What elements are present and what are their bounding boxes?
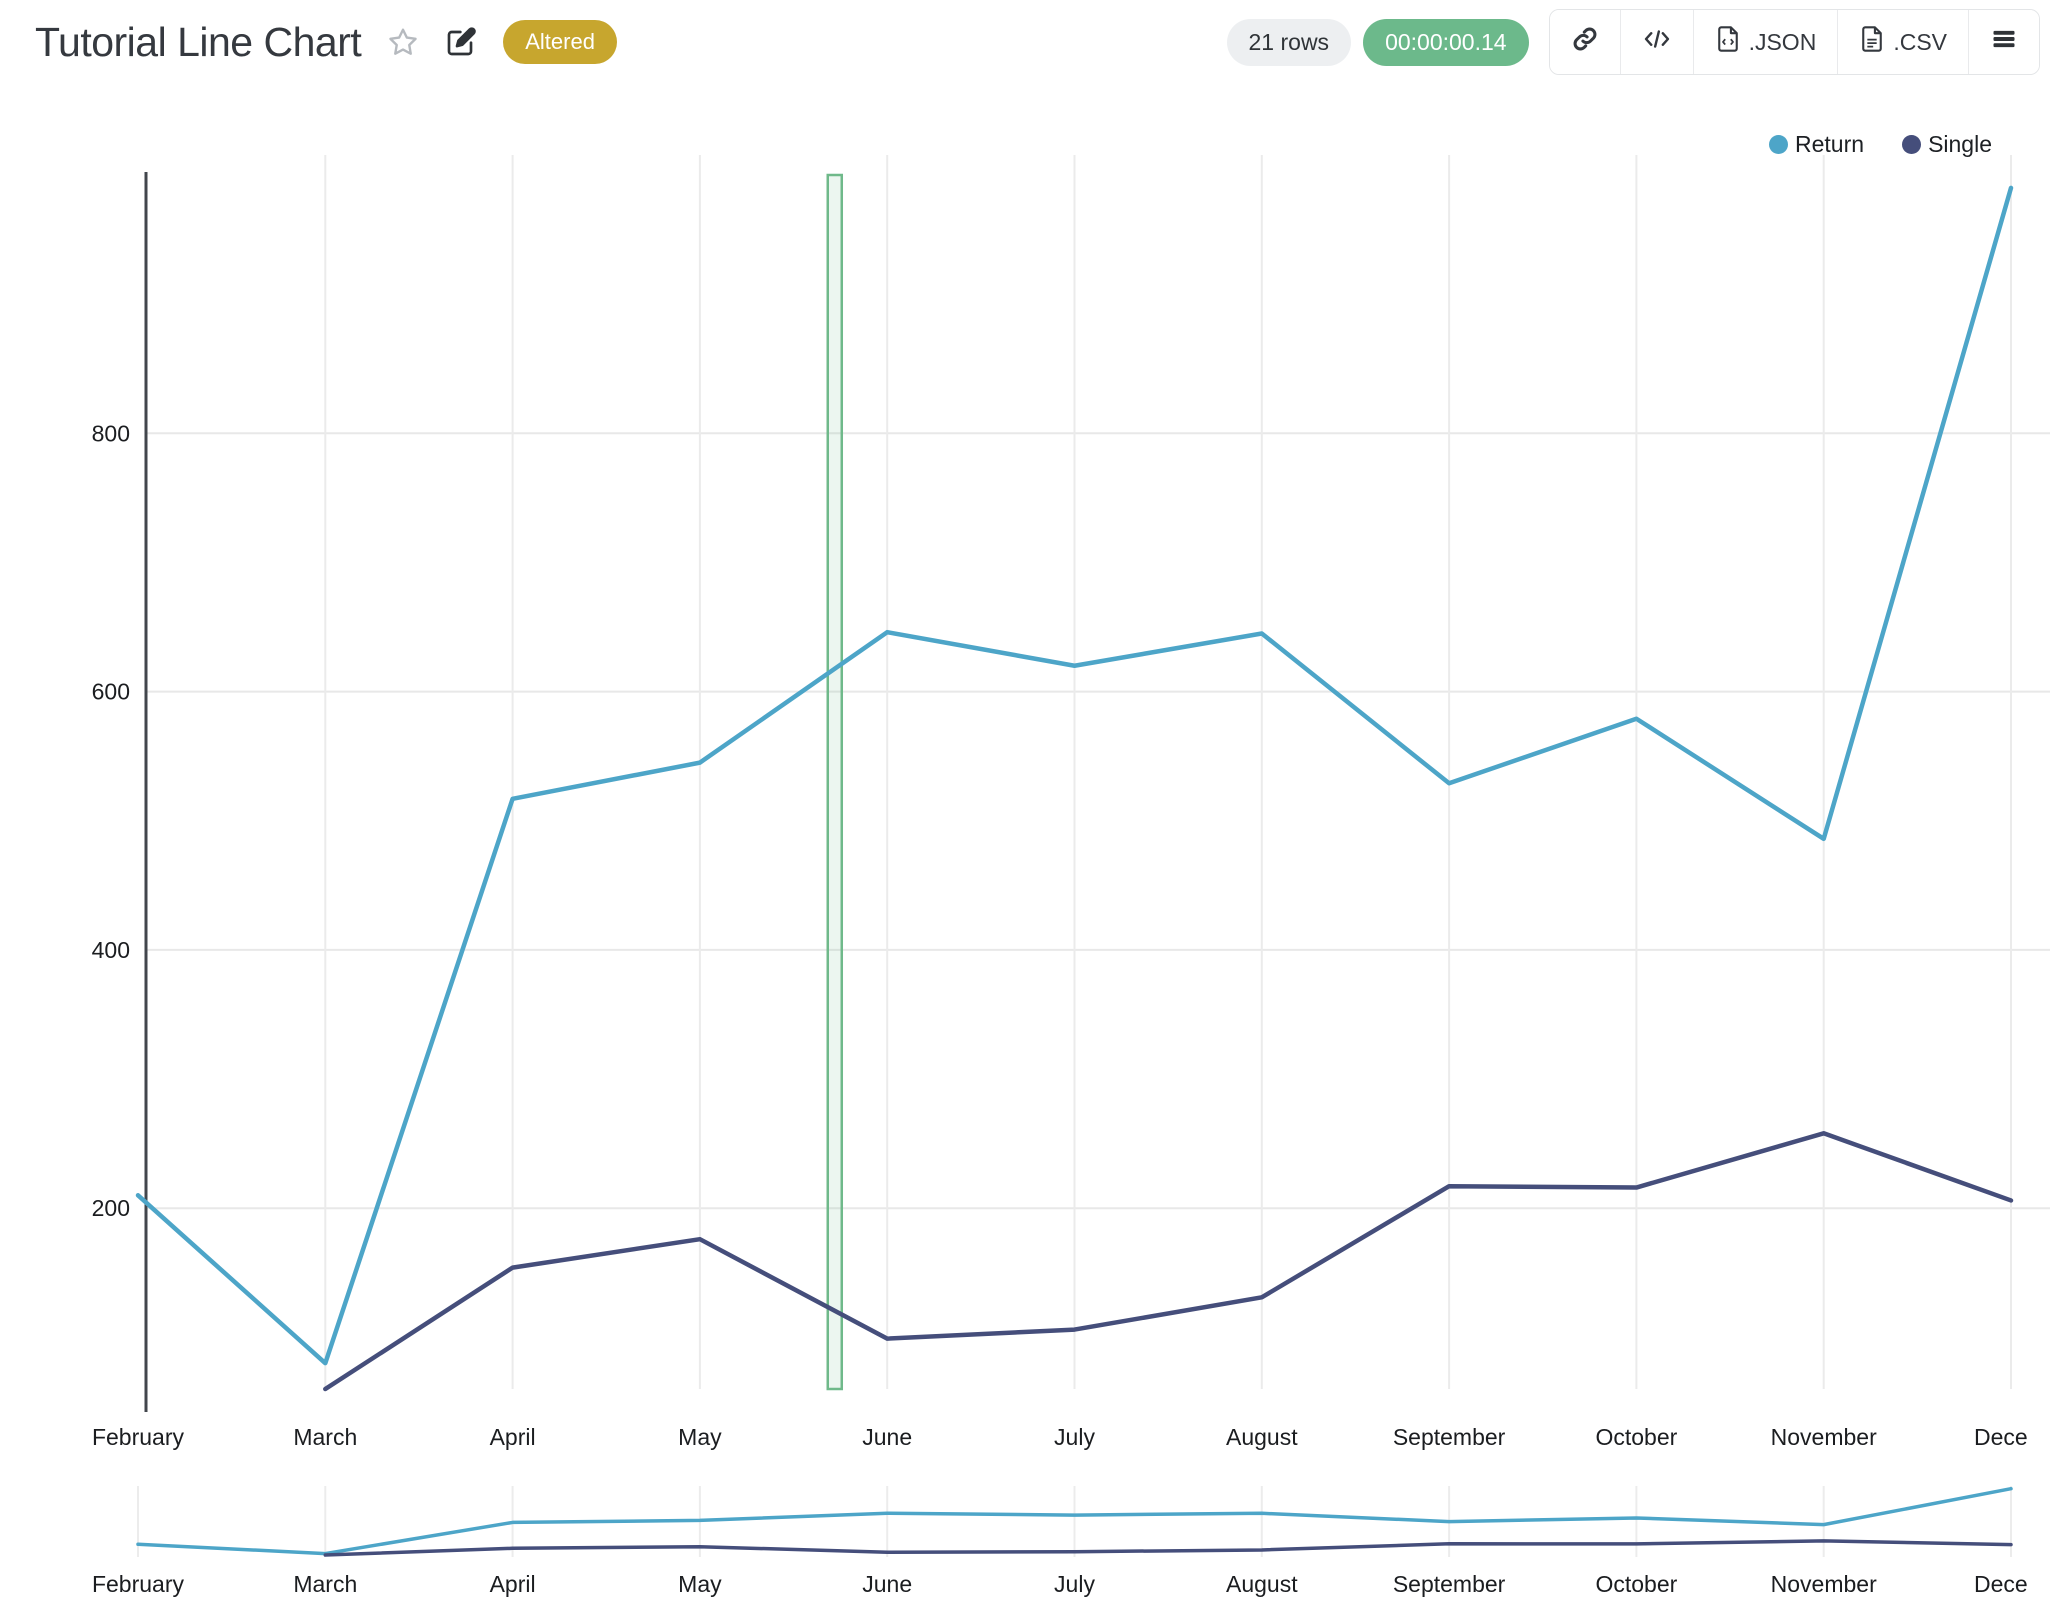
x-tick-label: August xyxy=(1226,1424,1298,1450)
legend-item-return[interactable]: Return xyxy=(1769,131,1864,158)
y-tick-label: 800 xyxy=(92,420,130,446)
legend-dot-return-icon xyxy=(1769,135,1789,154)
export-button-group: .JSON .CSV xyxy=(1548,9,2040,75)
x-tick-label: September xyxy=(1393,1424,1506,1450)
download-csv-button[interactable]: .CSV xyxy=(1837,10,1968,74)
legend: Return Single xyxy=(1769,131,1992,158)
mini-x-tick-label: Dece xyxy=(1974,1571,2028,1597)
mini-x-tick-label: August xyxy=(1226,1571,1298,1597)
y-tick-label: 400 xyxy=(92,937,130,963)
page-title: Tutorial Line Chart xyxy=(35,18,362,65)
mini-x-tick-label: March xyxy=(293,1571,357,1597)
menu-button[interactable] xyxy=(1968,10,2039,74)
x-tick-label: May xyxy=(678,1424,722,1450)
legend-dot-single-icon xyxy=(1902,135,1922,154)
json-file-icon xyxy=(1715,25,1741,59)
mini-series-line-return[interactable] xyxy=(136,1486,2013,1556)
x-tick-label: Dece xyxy=(1974,1424,2028,1450)
timer-badge: 00:00:00.14 xyxy=(1363,18,1529,66)
highlight-band[interactable] xyxy=(826,173,844,1391)
y-tick-label: 200 xyxy=(92,1195,130,1221)
x-tick-label: July xyxy=(1054,1424,1095,1450)
altered-badge: Altered xyxy=(503,20,617,64)
copy-link-button[interactable] xyxy=(1549,10,1620,74)
edit-icon[interactable] xyxy=(445,26,477,58)
toolbar: 21 rows 00:00:00.14 xyxy=(1226,9,2040,75)
csv-file-icon xyxy=(1859,25,1885,59)
x-tick-label: October xyxy=(1595,1424,1677,1450)
legend-label-return: Return xyxy=(1795,131,1865,157)
mini-x-tick-label: April xyxy=(490,1571,536,1597)
mini-x-tick-label: October xyxy=(1595,1571,1677,1597)
y-tick-label: 600 xyxy=(92,679,130,705)
x-tick-label: April xyxy=(490,1424,536,1450)
x-tick-label: June xyxy=(862,1424,912,1450)
x-tick-label: March xyxy=(293,1424,357,1450)
mini-x-tick-label: June xyxy=(862,1571,912,1597)
mini-x-tick-label: May xyxy=(678,1571,722,1597)
json-button-label: .JSON xyxy=(1748,28,1817,55)
x-tick-label: February xyxy=(92,1424,185,1450)
legend-label-single: Single xyxy=(1928,131,1992,157)
row-count-badge: 21 rows xyxy=(1226,18,1352,66)
star-icon[interactable] xyxy=(387,26,419,58)
legend-item-single[interactable]: Single xyxy=(1902,131,1992,158)
mini-series-line-single[interactable] xyxy=(323,1539,2013,1557)
mini-x-tick-label: November xyxy=(1771,1571,1877,1597)
mini-x-tick-label: July xyxy=(1054,1571,1095,1597)
x-tick-label: November xyxy=(1771,1424,1877,1450)
series-line-return xyxy=(135,185,2014,1366)
view-code-button[interactable] xyxy=(1619,10,1693,74)
mini-x-tick-label: September xyxy=(1393,1571,1506,1597)
series-line-single xyxy=(323,1131,2014,1392)
csv-button-label: .CSV xyxy=(1893,28,1947,55)
download-json-button[interactable]: .JSON xyxy=(1692,10,1838,74)
menu-icon xyxy=(1990,25,2018,59)
code-icon xyxy=(1642,25,1672,59)
mini-x-tick-label: February xyxy=(92,1571,185,1597)
header: Tutorial Line Chart Altered 21 rows 00:0… xyxy=(0,0,2040,84)
link-icon xyxy=(1571,25,1599,59)
